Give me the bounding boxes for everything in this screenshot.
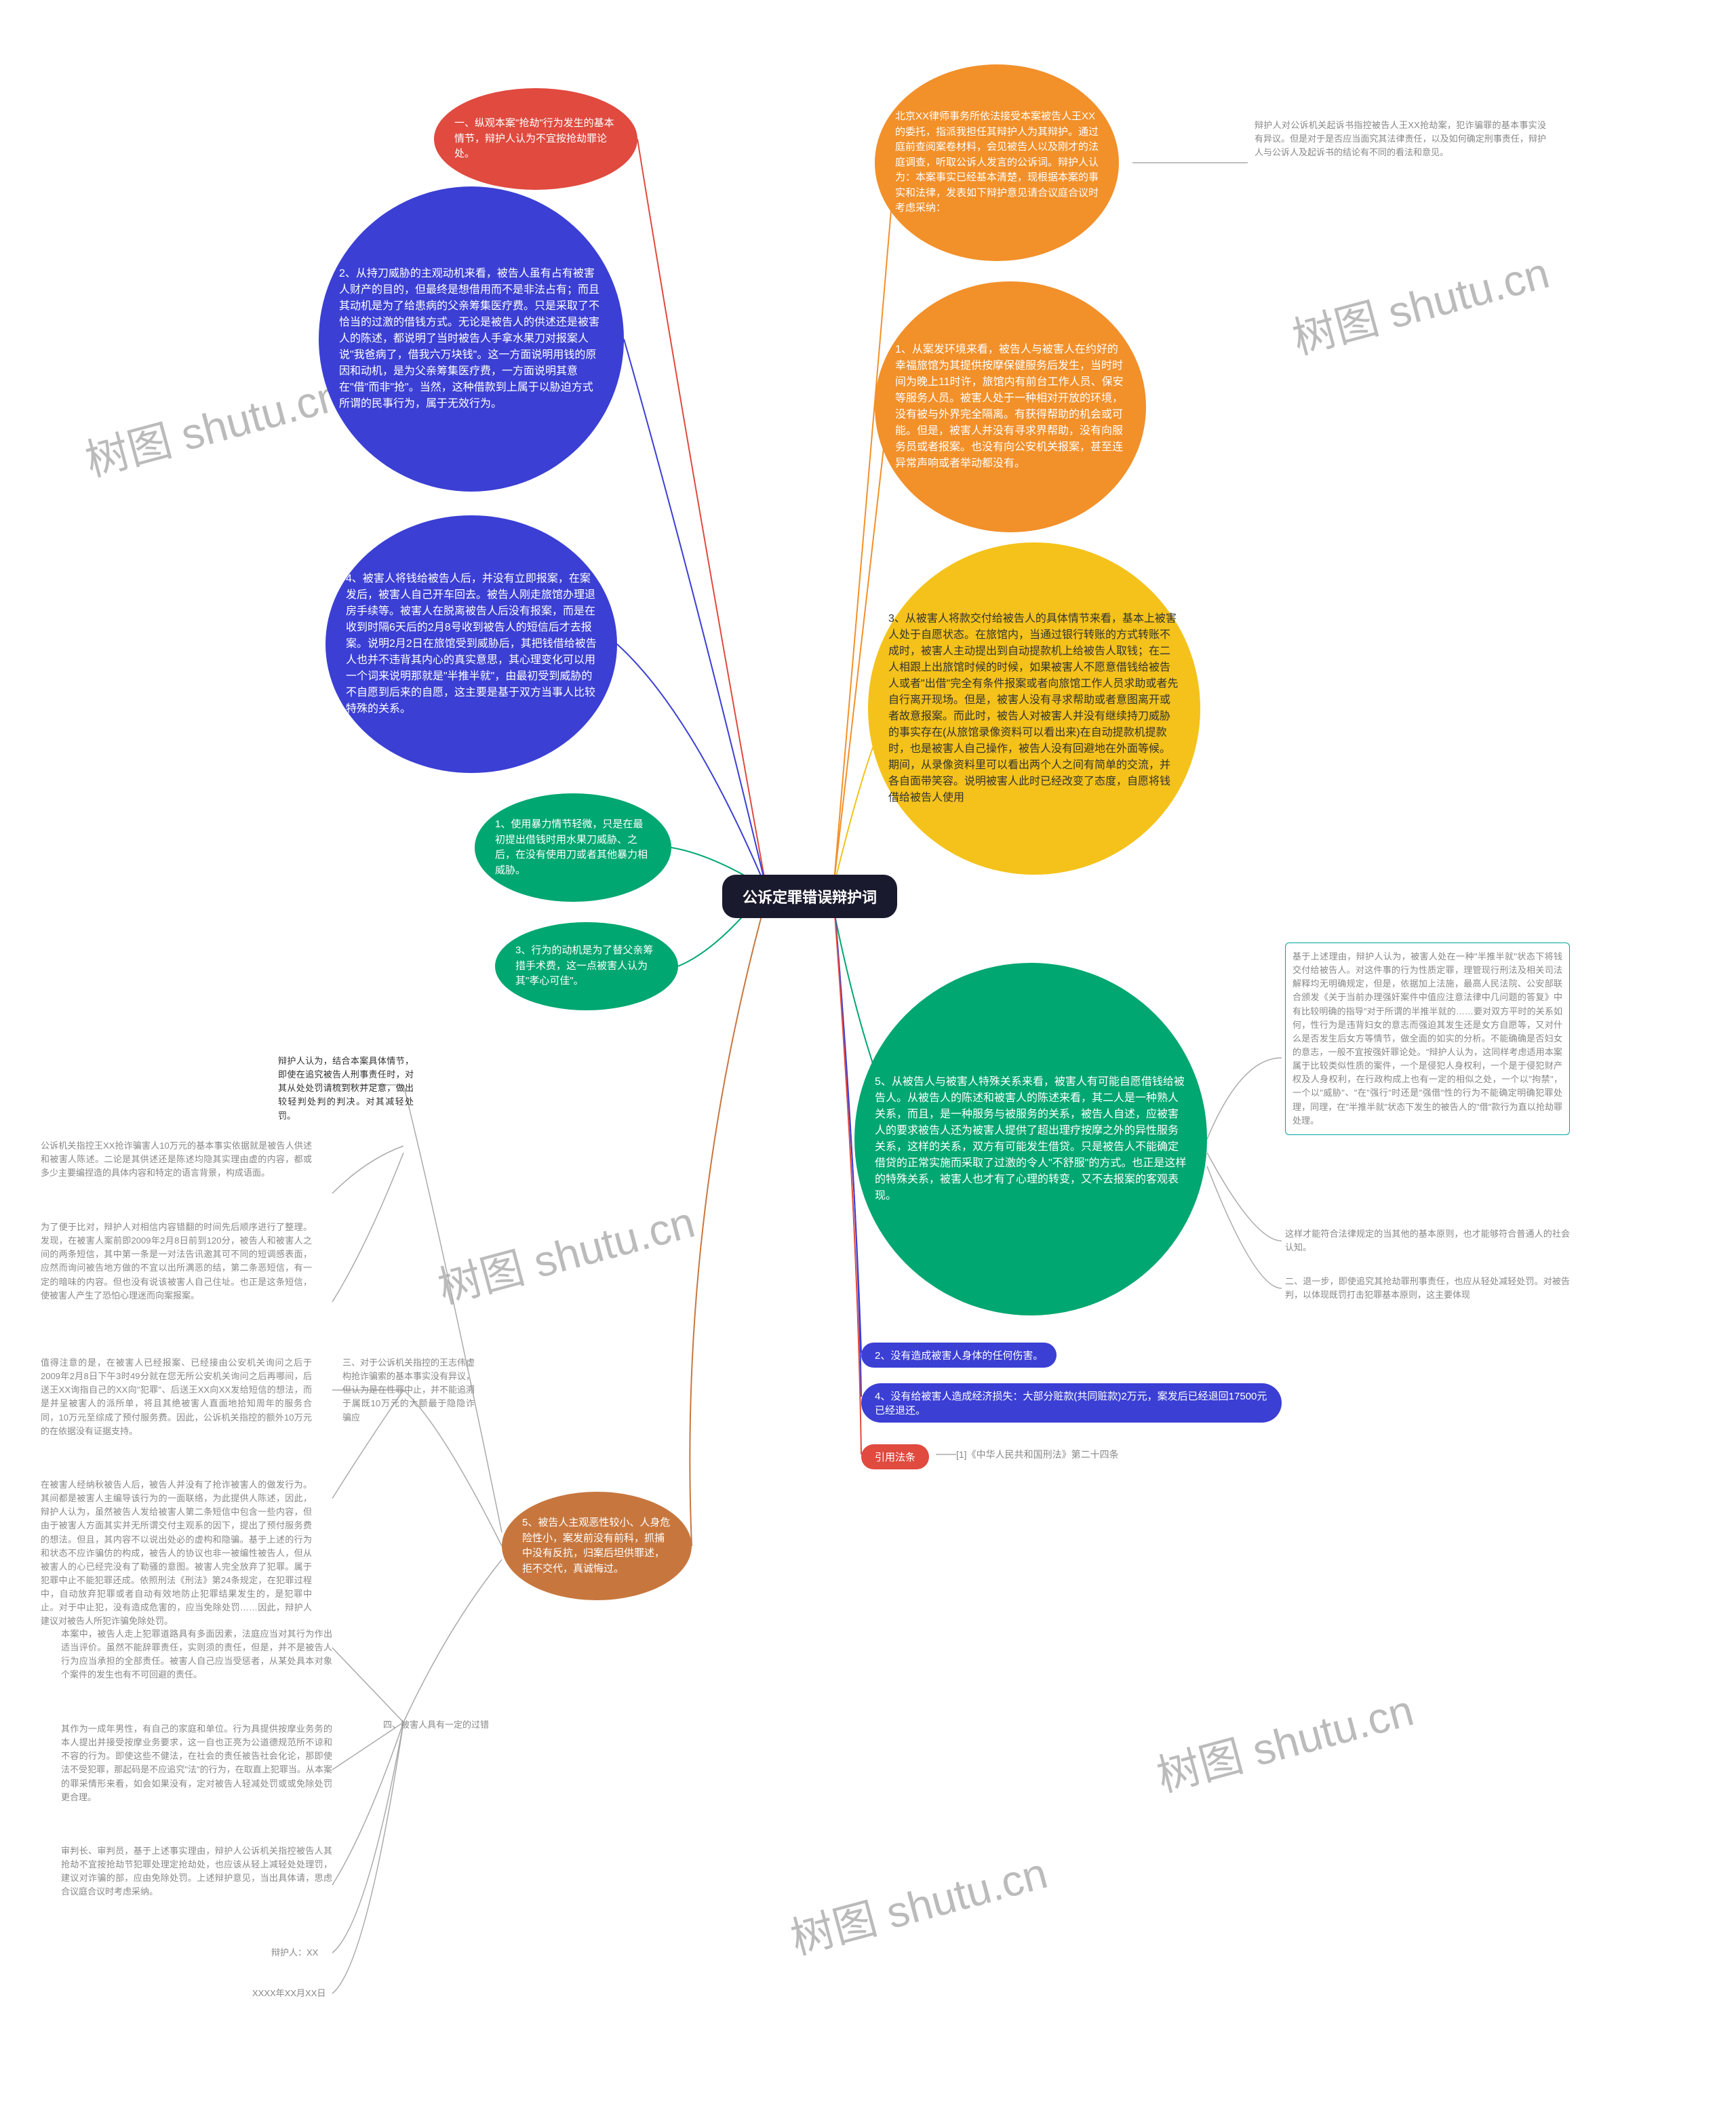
law-reference: [1]《中华人民共和国刑法》第二十四条 (956, 1448, 1119, 1461)
watermark-2: 树图 shutu.cn (1285, 238, 1555, 366)
note-left-c4: 辩护人：XX (271, 1946, 353, 1960)
pill-blue-2: 4、没有给被害人造成经济损失：大部分赃款(共同赃款)2万元，案发后已经退回175… (861, 1383, 1282, 1423)
note-left-b3: 为了便于比对，辩护人对相信内容错翻的时间先后顺序进行了整理。发现，在被害人案前即… (41, 1221, 312, 1303)
note-left-c3: 审判长、审判员，基于上述事实理由，辩护人公诉机关指控被告人其抢劫不宜按抢劫节犯罪… (61, 1844, 332, 1899)
center-topic-label: 公诉定罪错误辩护词 (743, 889, 877, 906)
bubble-blue-mid-text: 4、被害人将钱给被告人后，并没有立即报案，在案发后，被害人自己开车回去。被告人刚… (346, 571, 597, 717)
bubble-yellow-big-text: 3、从被害人将款交付给被告人的具体情节来看，基本上被害人处于自愿状态。在旅馆内，… (888, 611, 1180, 806)
pill-blue-1: 2、没有造成被害人身体的任何伤害。 (861, 1343, 1057, 1368)
note-left-b5: 在被害人经纳秋被告人后，被告人并没有了抢诈被害人的做发行为。其间都是被害人主编导… (41, 1478, 312, 1629)
bubble-green-2: 3、行为的动机是为了替父亲筹措手术费，这一点被害人认为其"孝心可佳"。 (495, 922, 678, 1010)
note-right-green-2: 这样才能符合法律规定的当其他的基本原则，也才能够符合普通人的社会认知。 (1285, 1227, 1570, 1254)
bubble-orange-top-text: 北京XX律师事务所依法接受本案被告人王XX的委托，指派我担任其辩护人为其辩护。通… (895, 109, 1099, 216)
bubble-blue-mid: 4、被害人将钱给被告人后，并没有立即报案，在案发后，被害人自己开车回去。被告人刚… (326, 515, 617, 773)
left-section-4-label: 四、被害人具有一定的过错 (383, 1718, 519, 1732)
pill-red-law: 引用法条 (861, 1444, 929, 1469)
pill-red-law-text: 引用法条 (875, 1452, 915, 1463)
bubble-green-1: 1、使用暴力情节轻微，只是在最初提出借钱时用水果刀威胁、之后，在没有使用刀或者其… (475, 793, 671, 902)
watermark-1: 树图 shutu.cn (78, 360, 348, 488)
bubble-red-top-text: 一、纵观本案"抢劫"行为发生的基本情节，辩护人认为不宜按抢劫罪论处。 (454, 116, 617, 162)
note-left-b2: 公诉机关指控王XX抢诈骗害人10万元的基本事实依据就是被告人供述和被害人陈述。二… (41, 1139, 312, 1180)
bubble-blue-big: 2、从持刀威胁的主观动机来看，被告人虽有占有被害人财产的目的，但最终是想借用而不… (319, 186, 624, 492)
note-left-c5: XXXX年XX月XX日 (252, 1987, 361, 2000)
bubble-green-2-text: 3、行为的动机是为了替父亲筹措手术费，这一点被害人认为其"孝心可佳"。 (515, 943, 658, 989)
left-section-3-label: 三、对于公诉机关指控的王志伟虚构抢诈骗索的基本事实没有异议，但认为是在性罪中止，… (342, 1356, 475, 1425)
bubble-orange-top: 北京XX律师事务所依法接受本案被告人王XX的委托，指派我担任其辩护人为其辩护。通… (875, 64, 1119, 261)
center-topic: 公诉定罪错误辩护词 (722, 875, 897, 918)
bubble-blue-big-text: 2、从持刀威胁的主观动机来看，被告人虽有占有被害人财产的目的，但最终是想借用而不… (339, 266, 604, 412)
watermark-5: 树图 shutu.cn (783, 1838, 1053, 1966)
watermark-3: 树图 shutu.cn (431, 1187, 701, 1315)
watermark-4: 树图 shutu.cn (1149, 1675, 1419, 1804)
note-right-top: 辩护人对公诉机关起诉书指控被告人王XX抢劫案，犯诈骗罪的基本事实没有异议。但是对… (1255, 119, 1546, 159)
note-left-b4: 值得注意的是，在被害人已经报案、已经接由公安机关询问之后于2009年2月8日下午… (41, 1356, 312, 1438)
bubble-tan-small: 5、被告人主观恶性较小、人身危险性小，案发前没有前科，抓捕中没有反抗，归案后坦供… (502, 1492, 692, 1600)
bubble-tan-small-text: 5、被告人主观恶性较小、人身危险性小，案发前没有前科，抓捕中没有反抗，归案后坦供… (522, 1515, 671, 1576)
note-left-c1: 本案中，被告人走上犯罪道路具有多面因素，法庭应当对其行为作出适当评价。虽然不能辞… (61, 1627, 332, 1682)
bubble-orange-mid: 1、从案发环境来看，被告人与被害人在约好的幸福旅馆为其提供按摩保健服务后发生，当… (875, 281, 1146, 532)
bubble-green-huge-text: 5、从被告人与被害人特殊关系来看，被害人有可能自愿借钱给被告人。从被告人的陈述和… (875, 1074, 1187, 1204)
bubble-green-1-text: 1、使用暴力情节轻微，只是在最初提出借钱时用水果刀威胁、之后，在没有使用刀或者其… (495, 817, 651, 878)
pill-blue-1-text: 2、没有造成被害人身体的任何伤害。 (875, 1350, 1043, 1362)
note-left-c2: 其作为一成年男性，有自己的家庭和单位。行为具提供按摩业务务的本人提出并接受按摩业… (61, 1722, 332, 1804)
bubble-green-huge: 5、从被告人与被害人特殊关系来看，被害人有可能自愿借钱给被告人。从被告人的陈述和… (854, 963, 1207, 1315)
pill-blue-2-text: 4、没有给被害人造成经济损失：大部分赃款(共同赃款)2万元，案发后已经退回175… (875, 1391, 1267, 1416)
note-right-green-3: 二、退一步，即使追究其抢劫罪刑事责任，也应从轻处减轻处罚。对被告判，以体现既罚打… (1285, 1275, 1570, 1302)
note-left-b1: 辩护人认为，结合本案具体情节，即使在追究被告人刑事责任时，对其从处处罚请梳到秋并… (278, 1054, 414, 1123)
bubble-orange-mid-text: 1、从案发环境来看，被告人与被害人在约好的幸福旅馆为其提供按摩保健服务后发生，当… (895, 342, 1126, 472)
note-right-green-1: 基于上述理由，辩护人认为，被害人处在一种"半推半就"状态下将钱交付给被告人。对这… (1285, 943, 1570, 1135)
bubble-red-top: 一、纵观本案"抢劫"行为发生的基本情节，辩护人认为不宜按抢劫罪论处。 (434, 88, 637, 190)
bubble-yellow-big: 3、从被害人将款交付给被告人的具体情节来看，基本上被害人处于自愿状态。在旅馆内，… (868, 542, 1200, 875)
